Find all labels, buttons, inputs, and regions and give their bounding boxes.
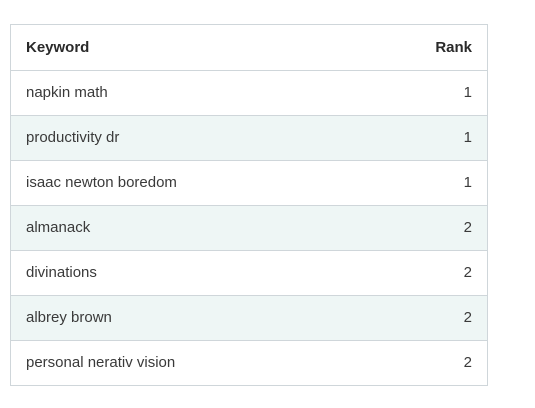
table-row: productivity dr 1 xyxy=(11,115,487,161)
keyword-cell: isaac newton boredom xyxy=(11,160,367,206)
table-header: Keyword Rank xyxy=(11,25,487,71)
keyword-cell: personal nerativ vision xyxy=(26,354,176,372)
rank-cell: 1 xyxy=(367,160,487,206)
rank-cell: 2 xyxy=(367,295,487,341)
rank-cell: 2 xyxy=(463,354,472,372)
keyword-rank-table: Keyword Rank napkin math 1 productivity … xyxy=(10,24,488,386)
header-row: Keyword Rank xyxy=(11,25,487,71)
keyword-column-header[interactable]: Keyword xyxy=(11,25,367,71)
rank-column-header[interactable]: Rank xyxy=(367,25,487,71)
table-row: almanack 2 xyxy=(11,205,487,251)
table: Keyword Rank napkin math 1 productivity … xyxy=(11,25,487,385)
table-row: isaac newton boredom 1 xyxy=(11,160,487,206)
rank-cell: 1 xyxy=(367,70,487,116)
table-row: napkin math 1 xyxy=(11,70,487,116)
table-row: personal nerativ vision 2 xyxy=(11,340,487,385)
keyword-cell: productivity dr xyxy=(11,115,367,161)
table-row: divinations 2 xyxy=(11,250,487,296)
keyword-cell: almanack xyxy=(11,205,367,251)
keyword-cell: albrey brown xyxy=(11,295,367,341)
rank-cell: 2 xyxy=(367,250,487,296)
table-body: napkin math 1 productivity dr 1 isaac ne… xyxy=(11,70,487,385)
keyword-cell: divinations xyxy=(11,250,367,296)
rank-cell: 1 xyxy=(367,115,487,161)
table-row: albrey brown 2 xyxy=(11,295,487,341)
keyword-cell: napkin math xyxy=(11,70,367,116)
rank-cell: 2 xyxy=(367,205,487,251)
